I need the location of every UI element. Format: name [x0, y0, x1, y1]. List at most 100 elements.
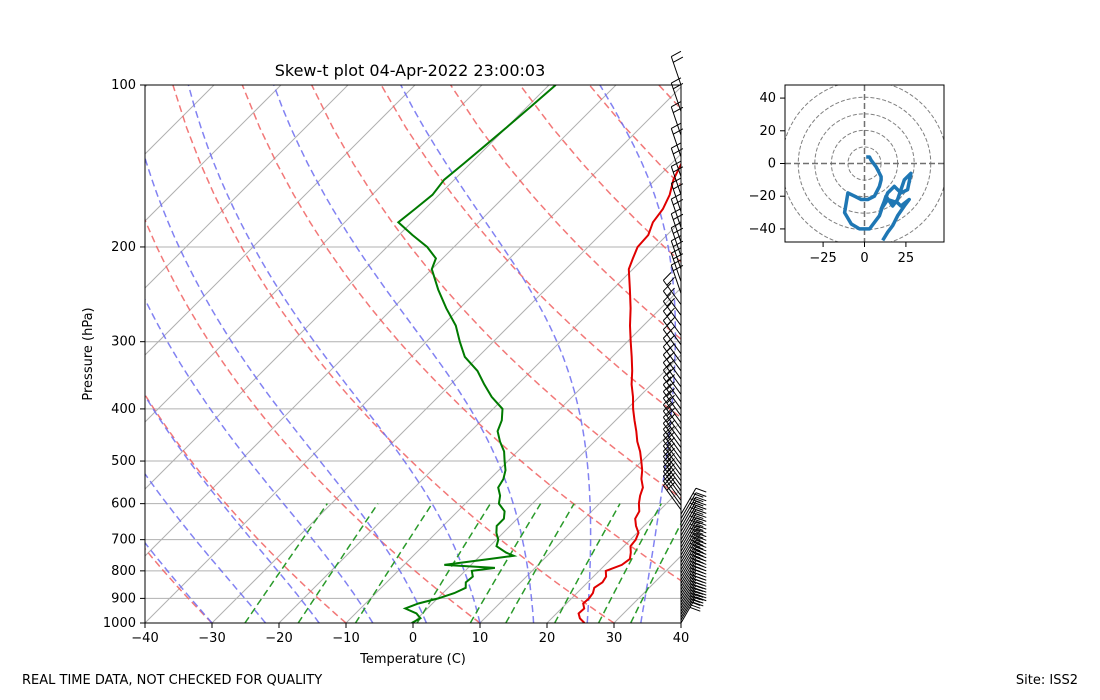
y-tick-label: 400: [111, 402, 136, 417]
hodo-y-tick-label: 40: [759, 91, 776, 106]
wind-barb-flag: [666, 297, 675, 307]
wind-barb-flag: [689, 553, 701, 559]
hodo-y-tick-label: −40: [749, 222, 776, 237]
wind-barb-flag: [695, 532, 707, 538]
isotherm: [0, 85, 13, 623]
wind-barb-flag: [662, 293, 672, 302]
wind-barb-staff: [670, 198, 682, 228]
wind-barb-flag: [673, 264, 684, 272]
wind-barb-staff: [662, 310, 682, 336]
moist-adiabat: [145, 472, 267, 623]
wind-barb-flag: [666, 442, 675, 452]
wind-barb-staff: [680, 521, 697, 548]
wind-barb-flag: [689, 573, 701, 579]
wind-barb-flag: [689, 606, 701, 612]
moist-adiabat: [400, 85, 592, 623]
wind-barb-flag: [689, 604, 701, 609]
mixing-ratio-line: [354, 503, 433, 623]
wind-barb-flag: [692, 558, 704, 564]
wind-barb-flag: [662, 415, 672, 424]
wind-barb-staff: [662, 377, 682, 403]
y-tick-label: 500: [111, 454, 136, 469]
y-tick-label: 200: [111, 240, 136, 255]
wind-barb-flag: [692, 501, 704, 507]
wind-barb-flag: [692, 526, 704, 531]
wind-barb-flag: [689, 498, 701, 503]
wind-barb-flag: [689, 502, 701, 508]
wind-barb-flag: [692, 601, 704, 607]
wind-barb-staff: [662, 456, 682, 482]
wind-barb-flag: [695, 536, 707, 541]
wind-barb-staff: [662, 434, 682, 460]
moist-adiabat: [187, 85, 481, 623]
wind-barb-flag: [666, 401, 675, 410]
dry-adiabat: [380, 85, 681, 419]
dry-adiabat: [519, 85, 681, 263]
isotherm: [345, 287, 681, 623]
wind-barb-flag: [692, 514, 704, 520]
wind-barb-flag: [689, 592, 701, 598]
skewt-profiles: [396, 85, 681, 623]
wind-barb-flag: [689, 557, 701, 562]
wind-barb-flag: [689, 535, 701, 541]
wind-barb-flag: [692, 598, 704, 604]
wind-barb-flag: [689, 531, 701, 537]
wind-barb-flag: [666, 431, 675, 441]
wind-barb-staff: [680, 570, 697, 597]
wind-barb-staff: [680, 501, 697, 528]
wind-barb-staff: [680, 557, 697, 584]
wind-barb-flag: [692, 533, 704, 539]
wind-barb-flag: [689, 595, 701, 601]
wind-barb-staff: [680, 576, 697, 603]
mixing-ratio-line: [416, 503, 492, 623]
wind-barb-staff: [662, 329, 682, 355]
wind-barb-staff: [662, 410, 682, 436]
wind-barb-flag: [689, 527, 701, 533]
wind-barb-staff: [662, 480, 682, 506]
isotherm: [145, 85, 416, 356]
mixing-ratio-line: [505, 503, 575, 623]
wind-barb-flag: [671, 50, 682, 58]
wind-barb-staff: [670, 227, 682, 257]
wind-barb-staff: [670, 253, 682, 282]
mixing-ratio-line: [597, 503, 662, 623]
y-tick-label: 700: [111, 533, 136, 548]
wind-barb-flag: [692, 530, 704, 535]
x-tick-label: 20: [539, 631, 556, 646]
wind-barb-flag: [692, 541, 704, 546]
mixing-ratio-line: [554, 503, 621, 623]
moist-adiabat: [145, 394, 320, 623]
wind-barb-staff: [662, 440, 682, 466]
wind-barb-flag: [695, 546, 707, 552]
x-tick-label: 10: [472, 631, 489, 646]
wind-barb-flag: [689, 550, 701, 555]
isotherm: [546, 488, 681, 623]
wind-barb-flag: [673, 148, 684, 155]
isotherm: [145, 85, 349, 289]
wind-barb-staff: [680, 582, 697, 609]
site-label: Site: ISS2: [1015, 673, 1078, 688]
wind-barb-flag: [689, 539, 701, 544]
wind-barb-flag: [695, 539, 707, 545]
wind-barb-staff: [662, 320, 682, 346]
hodo-y-tick-label: −20: [749, 189, 776, 204]
x-tick-label: 30: [606, 631, 623, 646]
quality-disclaimer: REAL TIME DATA, NOT CHECKED FOR QUALITY: [22, 673, 323, 688]
wind-barb-flag: [671, 247, 682, 254]
wind-barb-flag: [662, 437, 672, 447]
wind-barb-flag: [662, 409, 672, 418]
wind-barb-staff: [680, 588, 697, 615]
wind-barb-staff: [662, 485, 682, 511]
y-tick-label: 100: [111, 78, 136, 93]
wind-barb-flag: [692, 493, 704, 498]
wind-barb-staff: [680, 509, 697, 536]
wind-barb-flag: [666, 394, 675, 404]
dry-adiabat: [449, 85, 681, 341]
hodograph-line: [842, 155, 913, 242]
wind-barb-staff: [662, 461, 682, 487]
wind-barb-flag: [692, 548, 704, 554]
wind-barb-flag: [666, 425, 675, 435]
mixing-ratio-line: [244, 503, 328, 623]
wind-barb-flag: [666, 413, 675, 423]
wind-barb-staff: [680, 496, 697, 524]
